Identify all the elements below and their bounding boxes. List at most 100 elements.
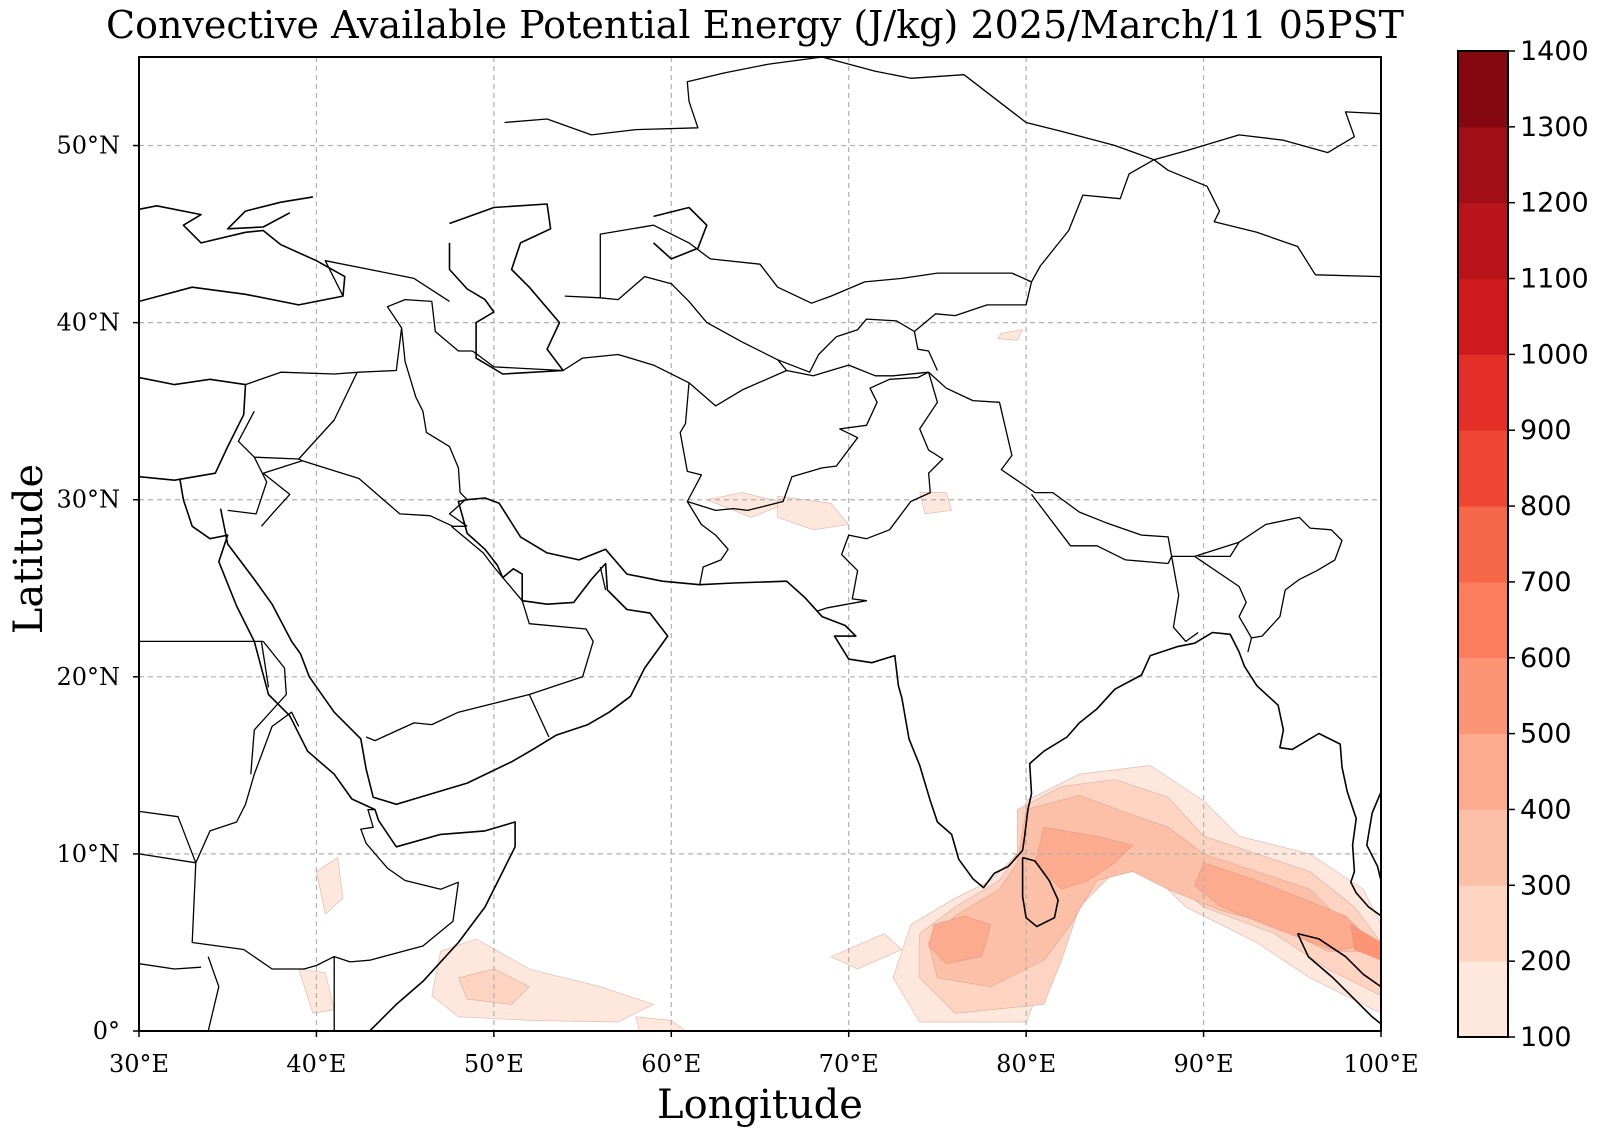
country-border — [207, 956, 220, 1031]
colorbar-tick-label: 700 — [1520, 567, 1572, 598]
country-border — [1194, 555, 1253, 639]
map-title: Convective Available Potential Energy (J… — [106, 3, 1404, 47]
x-tick-label: 90°E — [1174, 1050, 1234, 1078]
country-border — [1198, 541, 1240, 558]
country-border — [250, 640, 287, 775]
colorbar-tick-label: 1100 — [1520, 264, 1589, 295]
country-border — [1170, 556, 1199, 643]
country-border — [360, 808, 459, 890]
country-border — [928, 371, 1343, 653]
country-border — [227, 456, 268, 515]
colorbar-swatch — [1458, 278, 1508, 355]
country-border — [1030, 159, 1381, 283]
coastline — [226, 196, 314, 230]
x-axis-label: Longitude — [657, 1082, 863, 1128]
colorbar-swatches — [1458, 51, 1508, 1038]
y-tick-labels: 0° 10°N 20°N 30°N 40°N 50°N — [56, 132, 139, 1045]
colorbar-swatch — [1458, 733, 1508, 810]
cape-region-500 — [1350, 924, 1381, 961]
country-border — [260, 641, 270, 688]
colorbar-swatch — [1458, 885, 1508, 962]
colorbar-swatch — [1458, 506, 1508, 583]
colorbar-tick-label: 800 — [1520, 491, 1572, 522]
cape-region-100 — [919, 492, 952, 515]
coastline — [448, 203, 564, 375]
country-border — [599, 224, 1012, 304]
coastline — [139, 376, 247, 482]
country-border — [686, 501, 729, 585]
x-tick-label: 40°E — [286, 1050, 346, 1078]
country-borders — [139, 57, 1381, 1031]
country-border — [260, 460, 303, 527]
colorbar-tick-label: 100 — [1520, 1022, 1572, 1053]
country-border — [472, 350, 929, 407]
country-border — [139, 963, 202, 970]
coastlines — [139, 196, 1381, 1031]
colorbar-tick-label: 1000 — [1520, 339, 1589, 370]
y-tick-label: 30°N — [56, 486, 120, 514]
country-border — [324, 260, 450, 302]
coastline — [1297, 932, 1381, 988]
country-border — [1153, 111, 1381, 161]
x-tick-labels: 30°E 40°E 50°E 60°E 70°E 80°E 90°E 100°E — [109, 1031, 1419, 1078]
coastline — [1366, 791, 1381, 881]
gridlines — [139, 57, 1381, 1031]
country-border — [504, 57, 1155, 161]
country-border — [139, 853, 196, 864]
country-border — [237, 371, 358, 460]
colorbar-swatch — [1458, 581, 1508, 659]
x-tick-label: 80°E — [996, 1050, 1056, 1078]
colorbar-swatch — [1458, 809, 1508, 886]
colorbar-swatch — [1458, 354, 1508, 431]
x-tick-label: 70°E — [819, 1050, 879, 1078]
coastline — [139, 205, 346, 306]
x-tick-label: 60°E — [641, 1050, 701, 1078]
cape-region-400 — [928, 915, 992, 965]
y-axis-label: Latitude — [6, 464, 52, 634]
country-border — [450, 525, 523, 602]
cape-region-100 — [316, 856, 344, 915]
colorbar-swatch — [1458, 126, 1508, 204]
colorbar-tick-label: 200 — [1520, 946, 1572, 977]
colorbar-frame — [1457, 50, 1509, 1038]
colorbar-swatch — [1458, 51, 1508, 128]
map-panel — [138, 56, 1382, 1032]
country-border — [139, 711, 300, 864]
country-border — [448, 499, 468, 527]
y-tick-label: 0° — [93, 1017, 120, 1045]
colorbar-tick-label: 1300 — [1520, 112, 1589, 143]
colorbar-tick-label: 500 — [1520, 719, 1572, 750]
y-tick-label: 40°N — [56, 309, 120, 337]
coastline — [652, 206, 708, 260]
colorbar-tick-label: 1200 — [1520, 188, 1589, 219]
colorbar-tick-label: 300 — [1520, 870, 1572, 901]
x-tick-label: 30°E — [109, 1050, 169, 1078]
country-border — [816, 372, 944, 612]
country-border — [1030, 494, 1173, 565]
country-border — [564, 275, 788, 371]
country-border — [528, 694, 550, 738]
cape-region-100 — [777, 495, 850, 531]
country-border — [679, 371, 929, 512]
colorbar-tick-label: 600 — [1520, 643, 1572, 674]
country-border — [365, 600, 594, 742]
x-tick-label: 50°E — [464, 1050, 524, 1078]
country-border — [245, 298, 473, 386]
colorbar-tick-label: 400 — [1520, 794, 1572, 825]
country-border — [243, 948, 317, 970]
y-tick-label: 50°N — [56, 132, 120, 160]
colorbar-tick-label: 1400 — [1520, 36, 1589, 67]
coastline — [1021, 856, 1059, 928]
y-tick-label: 20°N — [56, 663, 120, 691]
cape-region-100 — [997, 329, 1024, 341]
colorbar-swatch — [1458, 961, 1508, 1038]
country-border — [191, 862, 244, 951]
cape-region-100 — [635, 1016, 687, 1031]
country-border — [400, 327, 468, 501]
country-border — [599, 566, 607, 591]
map-frame — [138, 56, 1382, 1032]
colorbar-swatch — [1458, 430, 1508, 507]
y-tick-label: 10°N — [56, 840, 120, 868]
cape-fill-layer — [298, 329, 1381, 1031]
